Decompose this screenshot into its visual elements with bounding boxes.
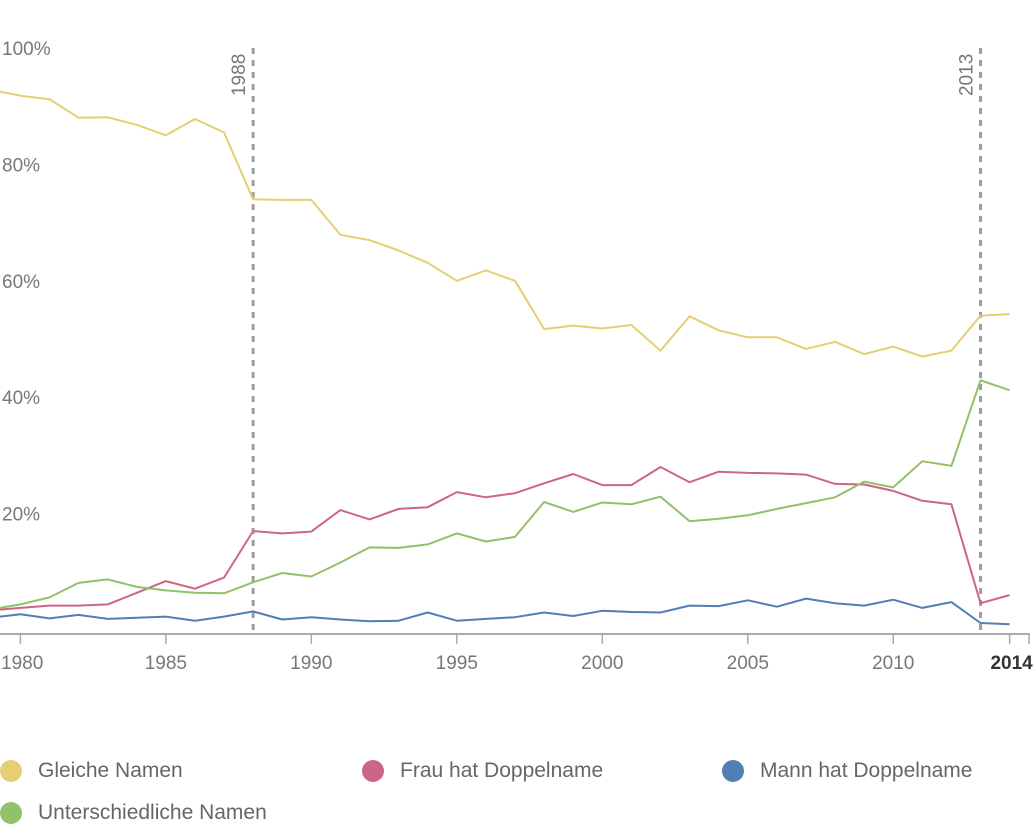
legend-label: Unterschiedliche Namen bbox=[38, 801, 267, 824]
y-tick-label: 60% bbox=[2, 272, 40, 293]
legend-swatch bbox=[722, 760, 744, 782]
legend-item-unterschiedliche-namen[interactable]: Unterschiedliche Namen bbox=[0, 798, 267, 828]
legend-label: Gleiche Namen bbox=[38, 759, 183, 782]
series-line-gleiche-namen bbox=[0, 90, 1010, 358]
y-tick-label: 80% bbox=[2, 155, 40, 176]
y-tick-label: 20% bbox=[2, 505, 40, 526]
x-tick-label: 2014 bbox=[990, 653, 1033, 674]
legend-swatch bbox=[362, 760, 384, 782]
x-tick-label: 2000 bbox=[581, 653, 623, 674]
series-lines bbox=[0, 90, 1010, 626]
y-tick-label: 100% bbox=[2, 39, 51, 60]
legend-swatch bbox=[0, 802, 22, 824]
series-line-frau-hat-doppelname bbox=[0, 466, 1010, 611]
x-axis: 1980 1985 1990 1995 2000 2005 2010 2014 bbox=[0, 633, 1033, 674]
x-tick-label: 1980 bbox=[1, 653, 43, 674]
series-line-unterschiedliche-namen bbox=[0, 379, 1010, 609]
x-tick-label: 2010 bbox=[872, 653, 914, 674]
x-tick-label: 2005 bbox=[727, 653, 769, 674]
legend-item-gleiche-namen[interactable]: Gleiche Namen bbox=[0, 756, 183, 786]
legend-swatch bbox=[0, 760, 22, 782]
legend-item-mann-hat-doppelname[interactable]: Mann hat Doppelname bbox=[722, 756, 972, 786]
x-tick-label: 1985 bbox=[145, 653, 187, 674]
legend: Gleiche Namen Frau hat Doppelname Mann h… bbox=[0, 748, 1033, 834]
marker-label-1988: 1988 bbox=[229, 54, 250, 96]
legend-label: Mann hat Doppelname bbox=[760, 759, 973, 782]
x-tick-label: 1990 bbox=[290, 653, 332, 674]
legend-label: Frau hat Doppelname bbox=[400, 759, 604, 782]
series-line-mann-hat-doppelname bbox=[0, 597, 1010, 626]
y-axis: 100% 80% 60% 40% 20% bbox=[2, 39, 51, 526]
legend-item-frau-hat-doppelname[interactable]: Frau hat Doppelname bbox=[362, 756, 603, 786]
reference-markers: 1988 2013 bbox=[229, 48, 983, 630]
y-tick-label: 40% bbox=[2, 388, 40, 409]
x-tick-label: 1995 bbox=[436, 653, 478, 674]
marker-label-2013: 2013 bbox=[957, 54, 978, 96]
